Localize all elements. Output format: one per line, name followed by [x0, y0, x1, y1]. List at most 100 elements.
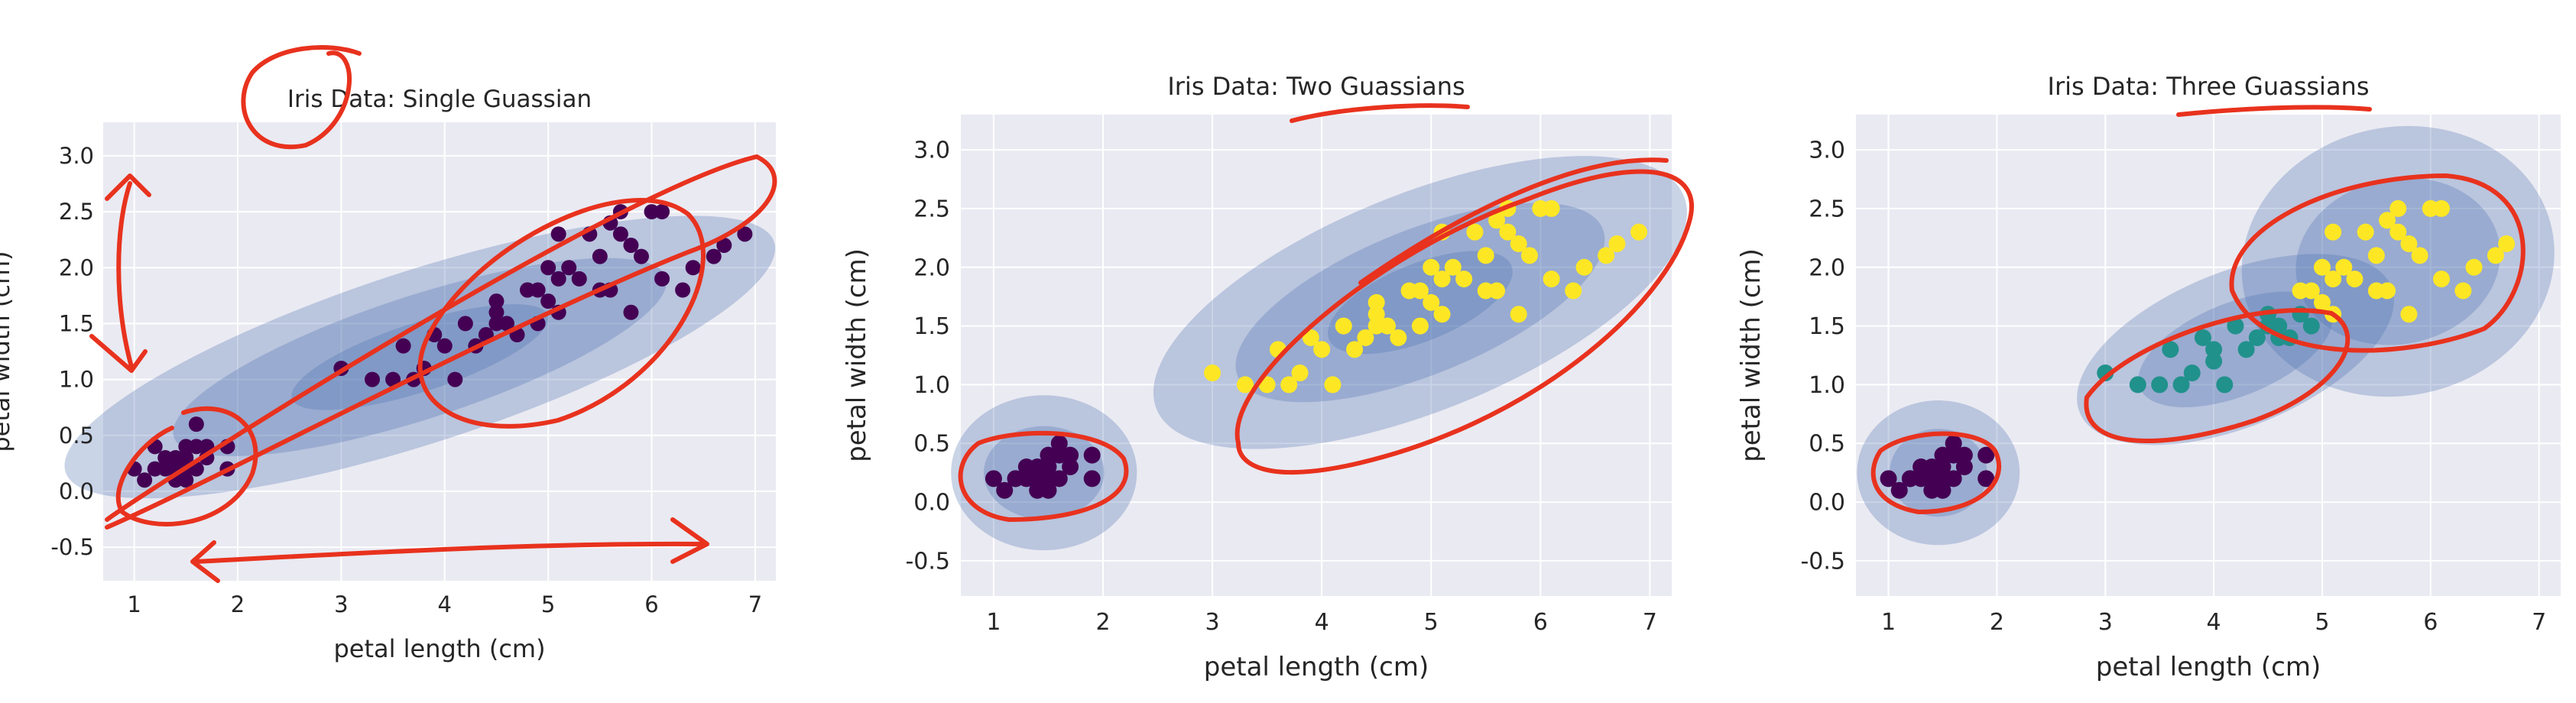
x-tick-label: 7 [2532, 609, 2546, 636]
data-point [1029, 481, 1046, 499]
data-point [1204, 364, 1221, 382]
data-point [540, 260, 556, 276]
data-point [685, 260, 701, 276]
x-tick-label: 4 [2207, 609, 2221, 636]
data-point [1598, 247, 1615, 264]
data-point [1477, 247, 1494, 264]
data-point [395, 338, 411, 354]
data-point [1945, 446, 1962, 464]
y-tick-label: 0.0 [1809, 490, 1845, 517]
x-tick-label: 5 [2315, 609, 2329, 636]
data-point [1040, 458, 1057, 475]
data-point [1050, 435, 1068, 452]
data-point [488, 293, 504, 309]
y-tick-label: 0.0 [59, 478, 94, 504]
x-tick-label: 5 [541, 591, 555, 617]
data-point [147, 461, 163, 477]
data-point [623, 304, 639, 320]
data-point [1335, 317, 1352, 335]
data-point [1543, 271, 1560, 288]
data-point [675, 282, 691, 298]
data-point [561, 260, 577, 276]
data-point [1433, 271, 1451, 288]
x-axis-label: petal length (cm) [1204, 652, 1429, 682]
data-point [2389, 223, 2407, 241]
data-point [1346, 341, 1364, 358]
data-point [1280, 376, 1298, 394]
annotation-ellipse-three-small [1870, 431, 2001, 514]
data-point [188, 439, 204, 455]
data-point [447, 371, 463, 387]
annotation-title-underline-three [2176, 105, 2372, 117]
data-point [1423, 258, 1440, 276]
data-point [2335, 258, 2353, 276]
gaussian-contour [2241, 125, 2555, 397]
x-tick-labels: 1 2 3 4 5 6 7 [1881, 609, 2546, 636]
data-point [2454, 282, 2472, 300]
gaussian-contour [1153, 156, 1687, 449]
data-point [996, 481, 1014, 499]
y-tick-label: 1.5 [59, 311, 94, 337]
data-point [2097, 364, 2114, 382]
data-point [2346, 271, 2363, 288]
data-point [623, 237, 639, 253]
chart-single-gaussian: 1 2 3 4 5 6 7 -0.5 0.0 0.5 1.0 1.5 2.0 2.5 3.0 Iris D… [0, 86, 776, 663]
data-point [1357, 329, 1374, 346]
data-point [2237, 341, 2255, 358]
x-tick-label: 2 [1990, 609, 2004, 636]
data-point [1880, 470, 1897, 488]
y-tick-label: 3.0 [59, 143, 94, 169]
data-point [1977, 470, 1995, 488]
data-point [1050, 446, 1068, 464]
data-point [188, 416, 204, 432]
y-tick-label: 2.5 [913, 196, 950, 222]
chart-three-gaussians: 1 2 3 4 5 6 7 -0.5 0.0 0.5 1.0 1.5 2.0 2.5 3.0 Iris D… [1736, 72, 2561, 682]
data-point [365, 371, 380, 387]
y-tick-label: 2.5 [1809, 196, 1845, 222]
x-tick-label: 2 [1095, 609, 1110, 636]
data-point [985, 470, 1002, 488]
data-point [1466, 223, 1484, 241]
data-point [1062, 458, 1079, 475]
x-tick-label: 3 [334, 591, 348, 617]
y-tick-label: 2.0 [59, 254, 94, 280]
data-point [1901, 470, 1919, 488]
data-point [1083, 470, 1101, 488]
handwritten-annotations [89, 45, 2526, 583]
data-point [1934, 458, 1951, 475]
data-point [634, 248, 649, 264]
data-point [1543, 199, 1560, 217]
x-tick-label: 2 [231, 591, 245, 617]
y-axis-label: petal width (cm) [842, 248, 872, 462]
annotation-ellipse-single-small [115, 406, 258, 526]
annotation-ellipse-three-mid [2084, 308, 2351, 443]
data-point [540, 293, 556, 309]
data-point [592, 248, 608, 264]
y-tick-label: 2.5 [59, 199, 94, 225]
data-point [1411, 317, 1429, 335]
chart-title: Iris Data: Two Guassians [1167, 72, 1465, 101]
data-point [1630, 223, 1648, 241]
data-point [1302, 329, 1319, 346]
data-point [2313, 293, 2331, 311]
data-point [2205, 341, 2223, 358]
data-point [1444, 258, 1462, 276]
data-point [1411, 282, 1429, 300]
data-point [1050, 470, 1068, 488]
data-point [2248, 329, 2266, 346]
annotation-ellipse-two-large [1234, 169, 1694, 475]
scatter-points [985, 199, 1648, 499]
data-point [1423, 293, 1440, 311]
gaussian-contour [2295, 177, 2500, 345]
y-tick-labels: -0.5 0.0 0.5 1.0 1.5 2.0 2.5 3.0 [1800, 138, 1845, 575]
data-point [2194, 329, 2211, 346]
data-point [737, 226, 753, 242]
x-axis-label: petal length (cm) [2096, 652, 2321, 682]
data-point [520, 282, 536, 298]
data-point [1367, 306, 1385, 323]
x-tick-label: 6 [2423, 609, 2438, 636]
y-tick-label: 1.0 [913, 372, 950, 399]
data-point [2487, 247, 2504, 264]
data-point [2216, 376, 2234, 394]
